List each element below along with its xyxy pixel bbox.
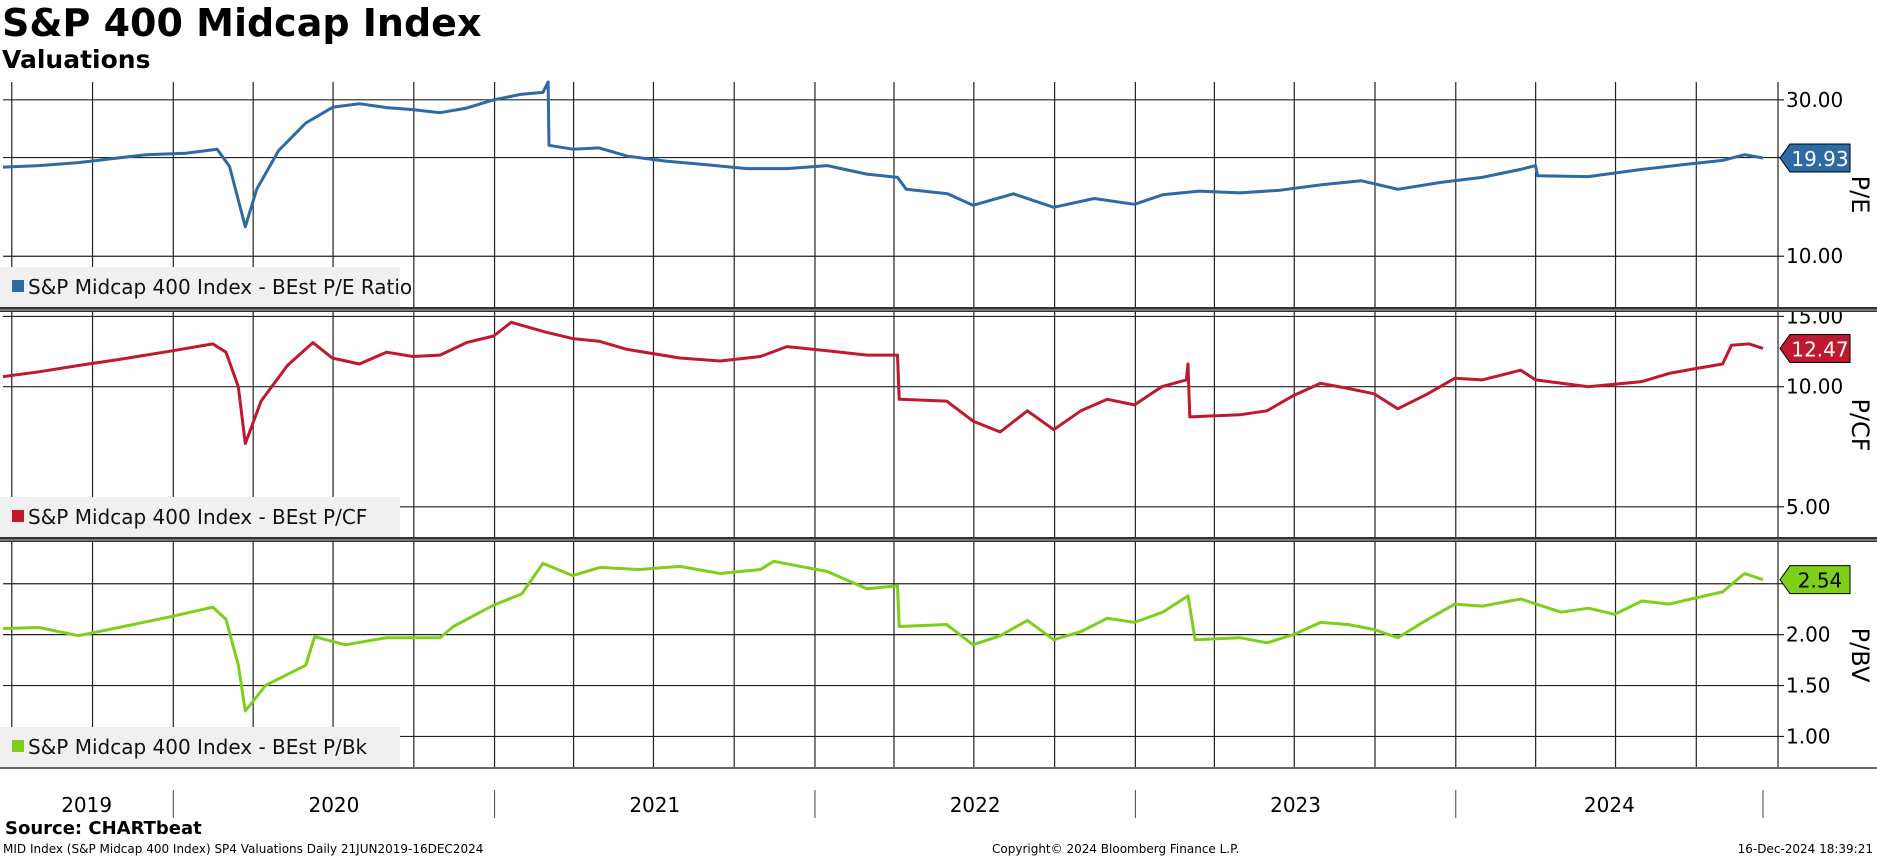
legend-label: S&P Midcap 400 Index - BEst P/E Ratio (28, 275, 412, 299)
legend-background (0, 727, 400, 767)
x-axis: 2019 2020 2021 2022 2023 2024 (0, 767, 1877, 818)
last-value-tag-shape (1779, 143, 1851, 173)
y-tick-label: 5.00 (1786, 495, 1831, 519)
x-tick-label: 2021 (629, 793, 680, 817)
footer-source: Source: CHARTbeat (5, 818, 202, 839)
series-line (2, 320, 1764, 446)
footer-copyright: Copyright© 2024 Bloomberg Finance L.P. (992, 842, 1240, 856)
footer-description: MID Index (S&P Midcap 400 Index) SP4 Val… (3, 842, 484, 856)
y-tick-label: 30.00 (1786, 88, 1843, 112)
legend: S&P Midcap 400 Index - BEst P/Bk (0, 727, 400, 767)
y-tick-label: 10.00 (1786, 244, 1843, 268)
page-title: S&P 400 Midcap Index (2, 1, 482, 45)
last-value-tag-shape (1779, 333, 1851, 363)
x-tick-label: 2023 (1270, 793, 1321, 817)
y-tick-label: 2.00 (1786, 623, 1831, 647)
page-subtitle: Valuations (2, 45, 151, 74)
panel-3: 2.00 1.50 1.00 2.54 P/BV S&P Midcap 400 Index… (0, 559, 1874, 767)
legend-label: S&P Midcap 400 Index - BEst P/Bk (28, 735, 368, 759)
last-value-tag: 19.93 (1779, 143, 1851, 173)
last-value-label: 2.54 (1798, 569, 1843, 593)
legend: S&P Midcap 400 Index - BEst P/CF (0, 497, 400, 537)
last-value-tag: 12.47 (1779, 333, 1851, 363)
legend: S&P Midcap 400 Index - BEst P/E Ratio (0, 267, 412, 307)
y-tick-label: 1.50 (1786, 674, 1831, 698)
last-value-tag: 2.54 (1779, 565, 1851, 595)
panel-1: 30.00 10.00 19.93 P/E S&P Midcap 400 Index -… (0, 80, 1874, 307)
last-value-label: 19.93 (1791, 147, 1848, 171)
last-value-label: 12.47 (1791, 337, 1848, 361)
legend-swatch (12, 510, 24, 522)
series-line (2, 80, 1764, 229)
y-axis-title: P/CF (1846, 398, 1874, 451)
x-tick-label: 2020 (308, 793, 359, 817)
y-tick-label: 10.00 (1786, 375, 1843, 399)
x-tick-label: 2019 (61, 793, 112, 817)
legend-swatch (12, 280, 24, 292)
last-value-tag-shape (1779, 565, 1851, 595)
footer-timestamp: 16-Dec-2024 18:39:21 (1737, 842, 1873, 856)
y-axis-title: P/E (1846, 176, 1874, 214)
x-tick-label: 2022 (950, 793, 1001, 817)
legend-label: S&P Midcap 400 Index - BEst P/CF (28, 505, 367, 529)
vertical-gridlines (11, 82, 1697, 767)
y-tick-label: 1.00 (1786, 724, 1831, 748)
legend-background (0, 267, 400, 307)
y-axis-title: P/BV (1846, 628, 1874, 683)
x-tick-label: 2024 (1584, 793, 1635, 817)
legend-background (0, 497, 400, 537)
legend-swatch (12, 740, 24, 752)
